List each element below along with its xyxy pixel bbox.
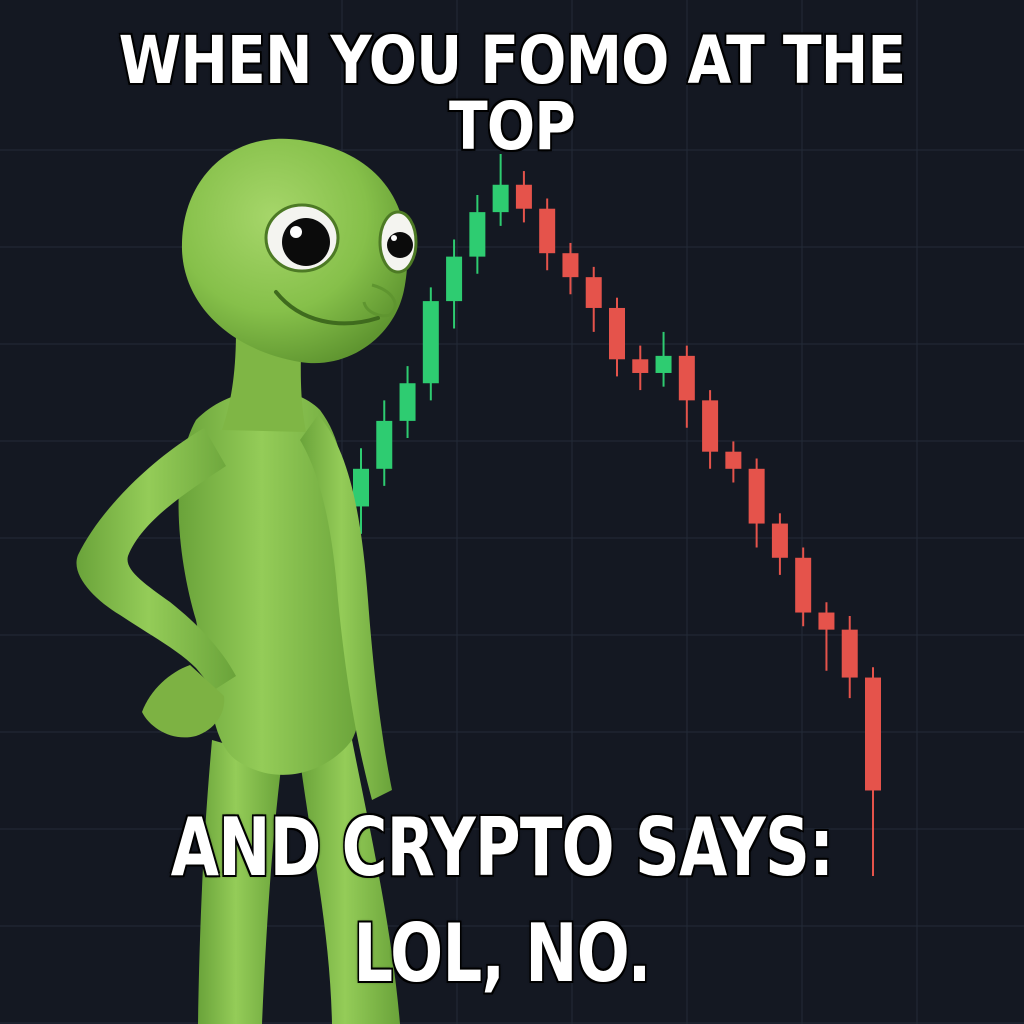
candle-down xyxy=(585,277,602,308)
bottom-caption-line-1: AND CRYPTO SAYS: xyxy=(170,801,836,894)
candle-down xyxy=(818,612,835,630)
candle-down xyxy=(702,400,719,452)
candle-down xyxy=(539,208,556,254)
candle-down xyxy=(865,677,881,791)
candle-down xyxy=(841,629,858,678)
candle-up xyxy=(376,420,393,469)
candle-down xyxy=(632,359,649,373)
bottom-caption-line-2: LOL, NO. xyxy=(352,907,652,1000)
candle-down xyxy=(562,253,579,278)
candle-up xyxy=(469,212,486,257)
candle-up xyxy=(655,355,672,373)
candle-down xyxy=(515,184,532,209)
candle-up xyxy=(399,383,416,421)
candle-down xyxy=(725,451,742,469)
candle-down xyxy=(771,523,788,558)
top-caption: WHEN YOU FOMO AT THE TOP xyxy=(117,22,907,165)
candle-down xyxy=(748,468,765,524)
candle-down xyxy=(795,557,812,613)
candle-up xyxy=(492,184,509,213)
candle-up xyxy=(446,256,463,302)
candle-up xyxy=(422,301,439,384)
green-alien-icon xyxy=(76,138,418,1024)
candlestick-chart xyxy=(353,153,881,877)
candle-down xyxy=(609,307,625,360)
candle-down xyxy=(678,355,695,401)
candle-up xyxy=(353,468,369,507)
